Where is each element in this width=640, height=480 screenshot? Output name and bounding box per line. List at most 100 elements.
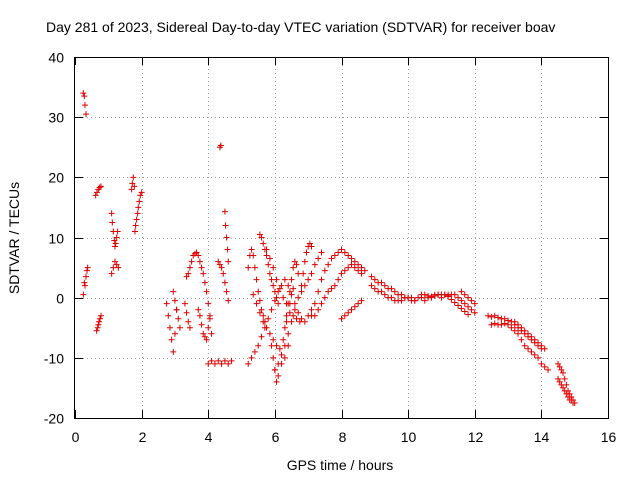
data-point [193,249,200,256]
data-point [198,321,205,328]
data-point [129,180,136,187]
data-point [198,264,205,271]
data-point [196,258,203,265]
data-point [128,186,135,193]
data-point [348,306,355,313]
y-axis-label: SDTVAR / TECUs [6,182,22,294]
data-point [273,294,280,301]
data-point [461,308,468,315]
data-point [131,183,138,190]
data-point [303,249,310,256]
series-s4 [93,312,104,334]
data-point [558,366,565,373]
data-point [270,264,277,271]
series-s21 [263,246,303,325]
data-point [528,333,535,340]
data-point [355,300,362,307]
data-point [205,360,212,367]
data-point [355,267,362,274]
data-point [428,293,435,300]
y-tick-labels: -20 -10 0 10 20 30 40 [44,50,64,427]
data-point [216,261,223,268]
data-point [268,342,275,349]
data-point [338,315,345,322]
data-points [80,90,578,406]
data-point [535,354,542,361]
data-point [200,270,207,277]
data-point [458,288,465,295]
data-point [222,222,229,229]
data-point [208,330,215,337]
series-s36 [511,318,548,352]
data-point [275,372,282,379]
data-point [300,270,307,277]
data-point [485,312,492,319]
data-point [441,291,448,298]
data-point [175,315,182,322]
data-point [81,93,88,100]
data-point [82,111,89,118]
data-point [130,174,137,181]
data-point [137,192,144,199]
data-point [471,300,478,307]
data-point [221,208,228,215]
data-point [225,297,232,304]
data-point [408,294,415,301]
data-point [361,267,368,274]
data-point [448,296,455,303]
data-point [368,282,375,289]
data-point [461,300,468,307]
data-point [255,342,262,349]
data-point [245,264,252,271]
data-point [132,222,139,229]
data-point [455,302,462,309]
data-point [488,313,495,320]
data-point [555,375,562,382]
data-point [168,336,175,343]
x-tick-label: 6 [272,429,280,445]
data-point [208,357,215,364]
series-s5 [108,210,121,250]
data-point [256,309,263,316]
data-point [288,276,295,283]
series-s10 [181,300,193,331]
data-point [195,306,202,313]
data-point [221,357,228,364]
data-point [295,309,302,316]
data-point [271,297,278,304]
data-point [498,321,505,328]
data-point [134,210,141,217]
data-point [113,234,120,241]
data-point [271,366,278,373]
data-point [293,315,300,322]
x-tick-label: 10 [401,429,417,445]
x-tick-label: 4 [205,429,213,445]
data-point [378,279,385,286]
data-point [81,279,88,286]
data-point [253,276,260,283]
data-point [81,282,88,289]
data-point [398,291,405,298]
data-point [224,246,231,253]
data-point [218,360,225,367]
data-point [276,285,283,292]
data-point [138,189,145,196]
data-point [228,357,235,364]
data-point [136,198,143,205]
series-s1 [80,90,89,118]
data-point [115,264,122,271]
data-point [308,306,315,313]
data-point [271,288,278,295]
data-point [341,267,348,274]
data-point [80,90,87,97]
data-point [248,354,255,361]
data-point [263,324,270,331]
series-s15 [216,142,224,151]
data-point [94,324,101,331]
data-point [341,312,348,319]
data-point [468,297,475,304]
data-point [560,384,567,391]
data-point [451,291,458,298]
data-point [558,381,565,388]
data-point [458,297,465,304]
